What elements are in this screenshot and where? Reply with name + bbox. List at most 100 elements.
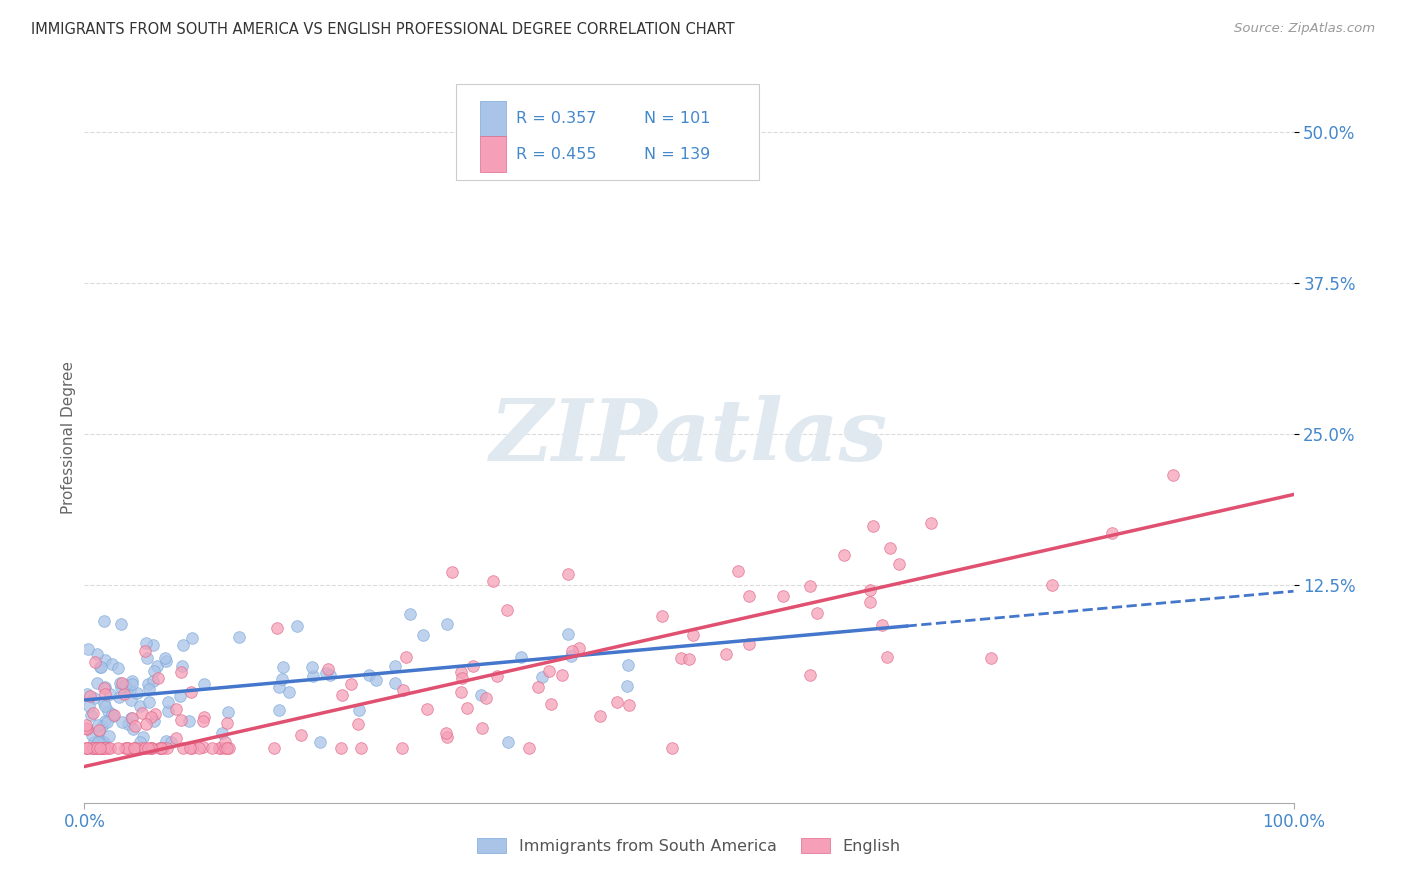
Point: [510, 649, 533, 664]
Point: [560, 648, 582, 663]
Point: [125, 741, 148, 756]
Point: [145, 706, 167, 721]
Point: [117, 741, 139, 756]
Point: [94, 687, 117, 701]
Point: [86, 741, 108, 756]
Point: [83, 735, 105, 749]
Point: [277, 685, 299, 699]
Point: [148, 741, 170, 756]
Point: [91, 735, 114, 749]
Point: [136, 676, 159, 690]
Point: [83, 690, 105, 705]
Point: [80, 708, 103, 723]
Point: [340, 677, 363, 691]
Point: [152, 741, 174, 756]
Text: ZIPatlas: ZIPatlas: [489, 395, 889, 479]
Point: [93, 696, 115, 710]
Point: [114, 741, 136, 756]
Point: [568, 640, 591, 655]
Point: [271, 660, 294, 674]
Point: [75, 717, 97, 731]
Point: [561, 644, 583, 658]
Point: [155, 654, 177, 668]
Point: [79, 690, 101, 704]
Point: [98, 687, 121, 701]
Point: [159, 735, 181, 749]
Point: [330, 688, 353, 702]
Point: [654, 161, 676, 175]
Point: [416, 702, 439, 716]
Point: [727, 564, 749, 578]
Text: IMMIGRANTS FROM SOUTH AMERICA VS ENGLISH PROFESSIONAL DEGREE CORRELATION CHART: IMMIGRANTS FROM SOUTH AMERICA VS ENGLISH…: [31, 22, 734, 37]
Point: [93, 699, 115, 714]
FancyBboxPatch shape: [479, 136, 506, 171]
Point: [318, 667, 340, 681]
Legend: Immigrants from South America, English: Immigrants from South America, English: [471, 831, 907, 861]
Point: [76, 741, 98, 756]
Point: [134, 741, 156, 756]
Point: [799, 579, 821, 593]
Point: [215, 741, 238, 756]
Point: [200, 741, 222, 756]
Point: [384, 658, 406, 673]
Point: [617, 698, 640, 712]
Text: R = 0.357: R = 0.357: [516, 112, 596, 127]
Point: [107, 741, 129, 756]
Point: [93, 681, 115, 695]
Point: [384, 675, 406, 690]
Point: [135, 636, 157, 650]
Point: [111, 676, 134, 690]
Point: [889, 557, 911, 571]
Point: [84, 741, 107, 756]
Point: [531, 670, 554, 684]
Point: [75, 741, 97, 756]
Point: [82, 741, 104, 756]
Point: [470, 688, 492, 702]
Point: [172, 741, 194, 756]
Point: [180, 741, 202, 756]
Point: [366, 673, 388, 687]
Point: [110, 617, 132, 632]
Point: [346, 717, 368, 731]
Point: [315, 665, 337, 680]
Point: [79, 741, 101, 756]
Point: [76, 741, 98, 756]
Point: [153, 650, 176, 665]
Point: [121, 677, 143, 691]
Point: [266, 621, 288, 635]
Text: N = 139: N = 139: [644, 146, 710, 161]
Point: [209, 741, 232, 756]
Point: [606, 694, 628, 708]
Point: [799, 667, 821, 681]
Point: [859, 583, 882, 598]
Point: [97, 704, 120, 718]
Point: [682, 628, 704, 642]
Point: [134, 644, 156, 658]
Text: R = 0.455: R = 0.455: [516, 146, 596, 161]
Point: [169, 665, 191, 679]
Point: [486, 668, 509, 682]
Point: [124, 718, 146, 732]
Point: [107, 690, 129, 704]
Point: [481, 574, 503, 589]
Point: [661, 741, 683, 756]
Point: [82, 706, 104, 720]
Point: [139, 709, 162, 723]
Point: [616, 679, 638, 693]
Point: [120, 682, 142, 697]
Point: [93, 614, 115, 628]
Point: [136, 651, 159, 665]
Point: [156, 695, 179, 709]
Point: [538, 664, 561, 678]
Y-axis label: Professional Degree: Professional Degree: [60, 360, 76, 514]
Point: [76, 723, 98, 737]
Point: [96, 715, 118, 730]
Point: [214, 741, 236, 756]
Point: [98, 729, 121, 743]
Point: [89, 741, 111, 756]
Point: [318, 662, 340, 676]
Point: [193, 677, 215, 691]
Point: [285, 619, 308, 633]
Point: [82, 741, 104, 756]
Point: [450, 685, 472, 699]
